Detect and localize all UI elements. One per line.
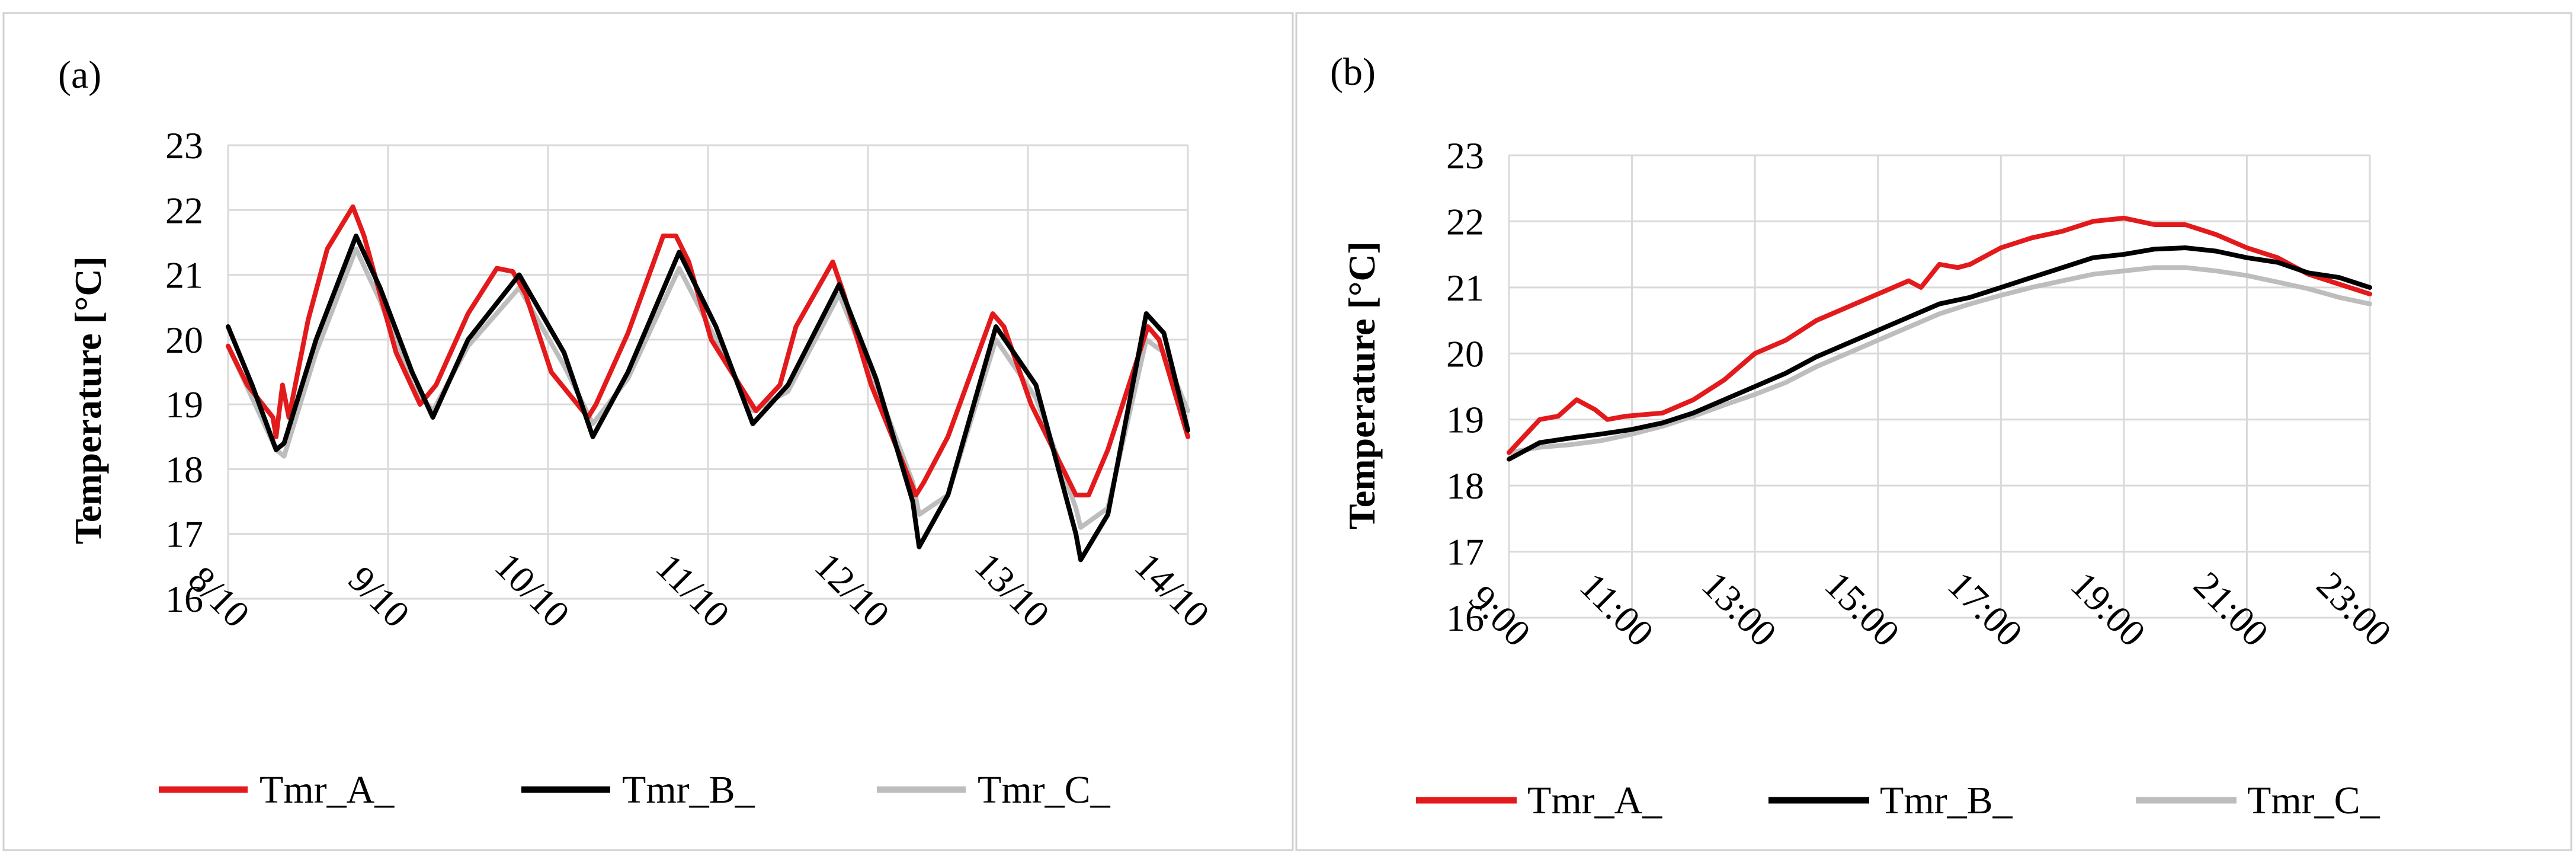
panel-b-legend: Tmr_A_ Tmr_B_ Tmr_C_ [1416,779,2380,822]
y-tick-label: 17 [1446,531,1484,573]
legend-label: Tmr_C_ [2247,779,2380,822]
y-tick-label: 21 [1446,267,1484,309]
series-line-tmr-c [226,246,1190,530]
panel-a-frame [2,12,1294,851]
x-tick-label: 10/10 [487,545,578,635]
y-tick-label: 19 [1446,399,1484,441]
y-tick-label: 23 [1446,135,1484,177]
x-tick-label: 9:00 [1462,577,1539,654]
panel-a-y-ticks: 16 17 18 19 20 21 22 23 [165,124,203,620]
x-tick-label: 11:00 [1572,564,1662,654]
x-tick-label: 11/10 [648,545,738,635]
panel-b-label: (b) [1330,50,1376,94]
x-tick-label: 13:00 [1694,564,1784,654]
legend-label: Tmr_A_ [259,768,395,812]
x-tick-label: 13/10 [967,545,1058,635]
legend-label: Tmr_B_ [1880,779,2013,822]
series-line-tmr-b [226,234,1190,563]
y-tick-label: 22 [165,189,203,231]
x-tick-label: 8/10 [181,558,258,635]
y-tick-label: 19 [165,384,203,426]
panel-a-label: (a) [58,53,101,97]
panel-b-y-axis-label: Temperature [°C] [1341,241,1383,529]
panel-a-gridlines [227,144,1189,600]
y-tick-label: 17 [165,513,203,555]
panel-b: (b) 16 17 18 19 20 21 22 23 9:00 11:00 13:00 15:00… [1295,12,2572,851]
panel-a-legend: Tmr_A_ Tmr_B_ Tmr_C_ [159,768,1111,812]
y-tick-label: 20 [1446,333,1484,375]
x-tick-label: 17:00 [1940,564,2030,654]
x-tick-label: 21:00 [2186,564,2276,654]
panel-a-x-ticks: 8/10 9/10 10/10 11/10 12/10 13/10 14/10 [181,545,1218,635]
y-tick-label: 23 [165,124,203,167]
series-line-tmr-a [1507,215,2372,455]
panel-a-series [226,204,1190,563]
y-tick-label: 20 [165,319,203,361]
x-tick-label: 12/10 [807,545,898,635]
panel-b-frame [1295,12,2572,851]
series-line-tmr-c [1507,265,2372,455]
series-line-tmr-b [1507,245,2372,462]
y-tick-label: 16 [165,578,203,620]
y-tick-label: 18 [1446,465,1484,507]
x-tick-label: 19:00 [2063,564,2154,654]
panel-b-y-ticks: 16 17 18 19 20 21 22 23 [1446,135,1484,639]
x-tick-label: 15:00 [1817,564,1908,654]
panel-a-y-axis-label: Temperature [°C] [67,256,109,544]
panel-a: (a) 16 17 18 19 20 21 22 23 8/10 9/10 10/10 11/10 1… [2,12,1294,851]
y-tick-label: 18 [165,448,203,490]
x-tick-label: 23:00 [2309,564,2399,654]
y-tick-label: 16 [1446,597,1484,639]
legend-label: Tmr_B_ [622,768,755,812]
series-line-tmr-a [226,204,1190,498]
panel-b-x-ticks: 9:00 11:00 13:00 15:00 17:00 19:00 21:00 23:00 [1462,564,2400,654]
panel-b-gridlines [1508,154,2371,619]
y-tick-label: 21 [165,254,203,296]
y-tick-label: 22 [1446,200,1484,242]
legend-label: Tmr_C_ [978,768,1111,812]
x-tick-label: 9/10 [341,558,418,635]
x-tick-label: 14/10 [1127,545,1217,635]
legend-label: Tmr_A_ [1527,779,1662,822]
panel-b-series [1507,215,2372,462]
